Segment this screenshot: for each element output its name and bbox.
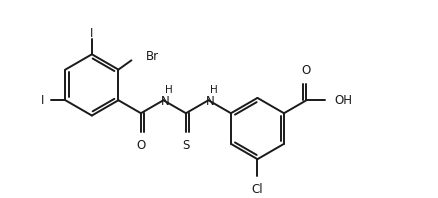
Text: O: O [301,64,311,77]
Text: H: H [165,85,173,95]
Text: I: I [90,27,93,40]
Text: OH: OH [334,94,352,107]
Text: I: I [41,94,44,107]
Text: Br: Br [146,50,159,63]
Text: N: N [205,95,214,108]
Text: H: H [210,85,217,95]
Text: S: S [182,139,189,152]
Text: Cl: Cl [251,183,263,196]
Text: N: N [161,95,169,108]
Text: O: O [136,139,145,152]
